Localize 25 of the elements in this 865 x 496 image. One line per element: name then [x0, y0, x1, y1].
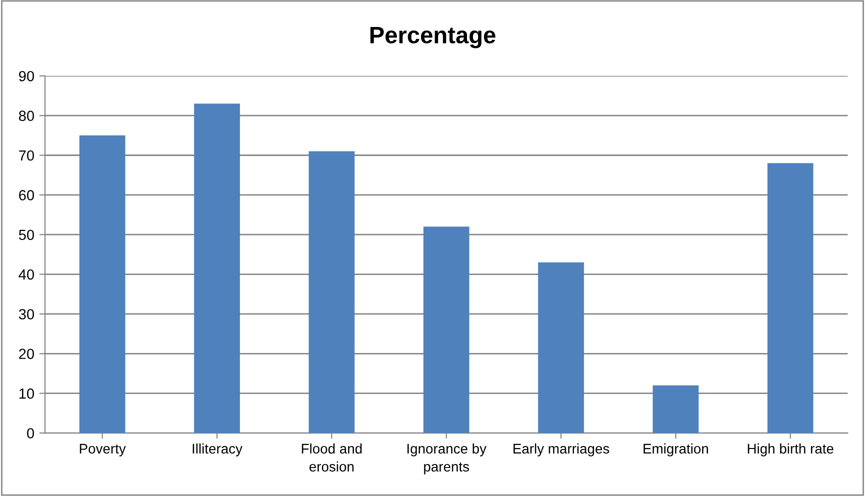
y-tick-label: 40 [18, 269, 34, 280]
y-tick-label: 60 [19, 190, 34, 200]
bar [423, 226, 470, 434]
x-tick-label: Ignorance by parents [407, 443, 486, 474]
x-tick-label: Flood and erosion [302, 443, 362, 472]
bar [79, 135, 126, 434]
x-tick-label: Poverty [80, 444, 126, 456]
bar [308, 151, 355, 434]
y-tick-label: 70 [19, 150, 34, 161]
bar [538, 262, 584, 434]
x-tick-label: Early marriages [514, 443, 610, 456]
y-tick-label: 30 [18, 309, 34, 320]
bar [767, 163, 814, 434]
y-tick-label: 80 [18, 110, 34, 121]
chart-title: Percentage [370, 26, 496, 48]
y-tick-label: 50 [18, 230, 34, 240]
y-tick-label: 90 [19, 70, 34, 82]
y-tick-label: 0 [27, 428, 34, 438]
bar [652, 385, 699, 434]
y-tick-label: 10 [19, 388, 34, 399]
x-tick-label: High birth rate [748, 443, 834, 456]
x-tick-label: Illiteracy [192, 443, 242, 456]
y-tick-label: 20 [19, 348, 34, 360]
bar [194, 104, 240, 434]
x-tick-label: Emigration [644, 443, 708, 456]
